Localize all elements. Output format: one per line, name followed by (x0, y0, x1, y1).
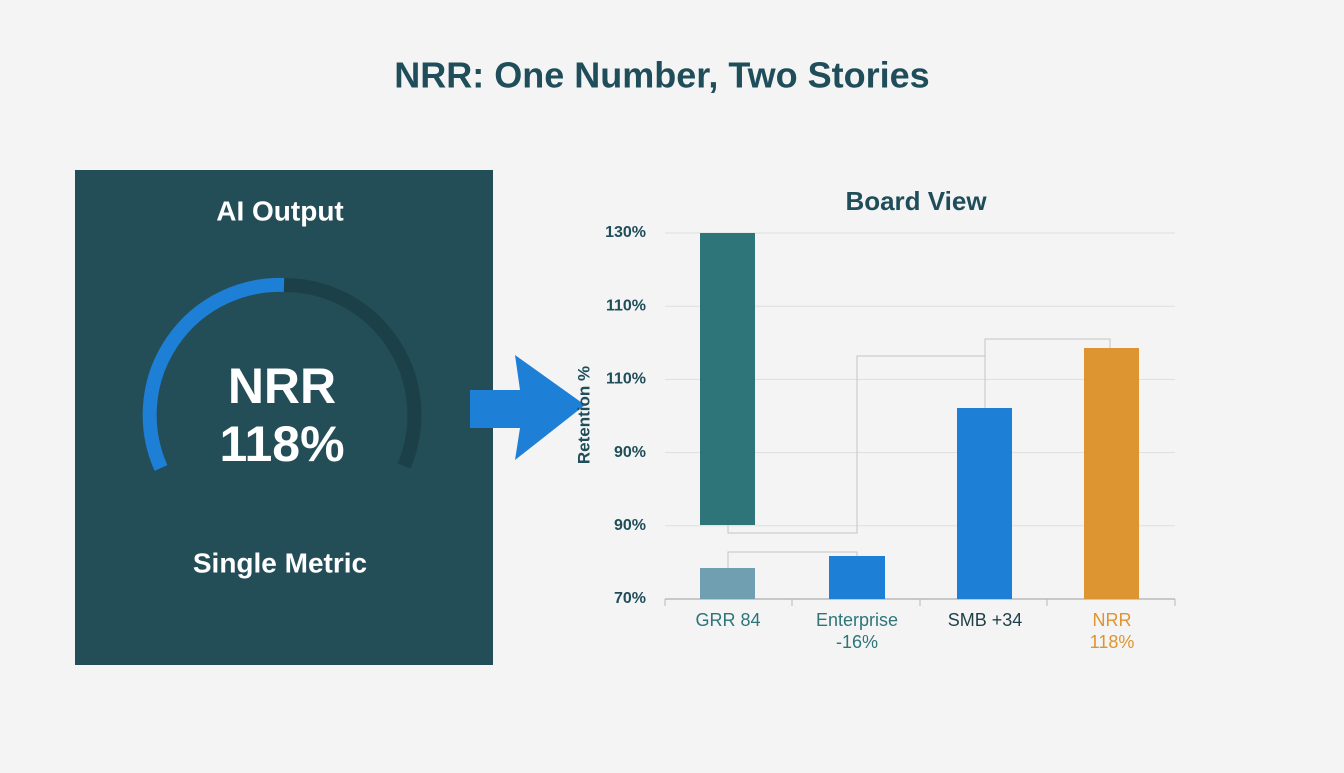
axis-label: Retention % (574, 366, 593, 464)
category-label: SMB +34 (948, 610, 1023, 630)
category-label: -16% (836, 632, 878, 652)
arrow (470, 355, 585, 460)
category-label: GRR 84 (695, 610, 760, 630)
axis-tick-label: 110% (606, 297, 646, 314)
category-label: Enterprise (816, 610, 898, 630)
axis-tick-label: 90% (614, 517, 646, 534)
axis-tick-label: 130% (605, 224, 646, 241)
smb-bar (957, 408, 1012, 599)
left-panel: AI Output NRR 118% Single Metric (75, 170, 493, 665)
panel-title: AI Output (216, 195, 344, 226)
axis-tick-label: 90% (614, 444, 646, 461)
axis-tick-label: 110% (606, 371, 646, 388)
chart-title: Board View (845, 186, 987, 216)
nrr-bar (1084, 348, 1139, 599)
category-label: NRR (1093, 610, 1132, 630)
enterprise-bar (829, 556, 885, 599)
category-label: 118% (1090, 632, 1135, 652)
connector (727, 355, 985, 534)
gauge-track (283, 277, 422, 469)
connector (727, 551, 858, 568)
grr-bar (700, 233, 755, 525)
board-view: Board View Retention % 130% 110% 110% 90% 90… (574, 186, 1176, 652)
gauge-value: 118% (219, 416, 344, 472)
connector (984, 338, 1111, 408)
gauge-label: NRR (228, 358, 336, 414)
page-title: NRR: One Number, Two Stories (394, 55, 929, 96)
gauge-fill (142, 277, 285, 471)
panel-caption: Single Metric (193, 547, 367, 578)
grr-base-bar (700, 568, 755, 599)
axis-tick-label: 70% (614, 590, 646, 607)
